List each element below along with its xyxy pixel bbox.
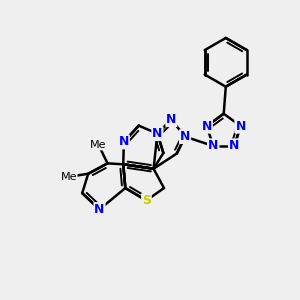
Text: N: N (152, 127, 163, 140)
Text: S: S (142, 194, 151, 207)
Text: N: N (229, 140, 239, 152)
Text: N: N (166, 113, 177, 126)
Text: N: N (208, 140, 218, 152)
Text: Me: Me (61, 172, 77, 182)
Text: N: N (229, 140, 239, 152)
Text: N: N (202, 120, 212, 133)
Text: Me: Me (90, 140, 107, 150)
Text: N: N (180, 130, 190, 143)
Text: N: N (236, 120, 246, 133)
Text: N: N (202, 120, 212, 133)
Text: N: N (236, 120, 246, 133)
Text: N: N (94, 203, 105, 216)
Text: N: N (208, 140, 218, 152)
Text: N: N (119, 136, 129, 148)
